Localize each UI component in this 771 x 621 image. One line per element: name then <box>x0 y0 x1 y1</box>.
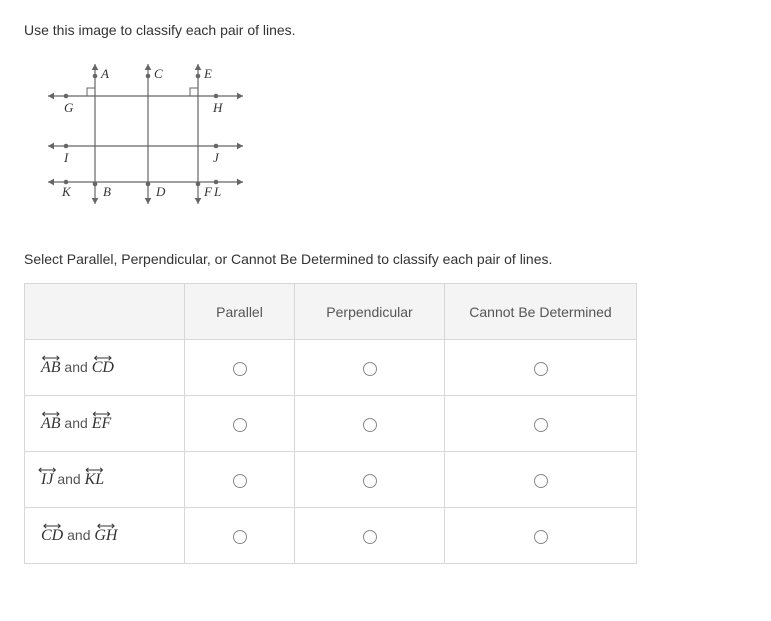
separator: and <box>53 471 84 487</box>
header-empty <box>25 284 185 340</box>
line-ij: IJ <box>41 471 53 489</box>
svg-text:B: B <box>103 184 111 199</box>
row-label-ij-kl: IJ and KL <box>25 452 185 508</box>
radio-r2-parallel[interactable] <box>233 418 247 432</box>
radio-r1-cannot[interactable] <box>534 362 548 376</box>
svg-text:K: K <box>61 184 72 199</box>
svg-text:G: G <box>64 100 74 115</box>
table-header-row: Parallel Perpendicular Cannot Be Determi… <box>25 284 637 340</box>
geometry-diagram: A C E G H I J K B D FL <box>38 56 747 219</box>
radio-r1-perpendicular[interactable] <box>363 362 377 376</box>
radio-r3-cannot[interactable] <box>534 474 548 488</box>
header-parallel: Parallel <box>185 284 295 340</box>
line-cd: CD <box>92 359 114 377</box>
instruction-text: Use this image to classify each pair of … <box>24 22 747 38</box>
radio-r2-perpendicular[interactable] <box>363 418 377 432</box>
radio-r4-perpendicular[interactable] <box>363 530 377 544</box>
radio-r4-cannot[interactable] <box>534 530 548 544</box>
row-label-cd-gh: CD and GH <box>25 508 185 564</box>
table-row: AB and CD <box>25 340 637 396</box>
separator: and <box>61 415 92 431</box>
header-cannot: Cannot Be Determined <box>445 284 637 340</box>
svg-text:H: H <box>212 100 223 115</box>
radio-r1-parallel[interactable] <box>233 362 247 376</box>
line-gh: GH <box>94 527 117 545</box>
separator: and <box>63 527 94 543</box>
table-row: IJ and KL <box>25 452 637 508</box>
radio-r4-parallel[interactable] <box>233 530 247 544</box>
instruction2-text: Select Parallel, Perpendicular, or Canno… <box>24 251 747 267</box>
radio-r2-cannot[interactable] <box>534 418 548 432</box>
svg-text:J: J <box>213 150 220 165</box>
line-ab: AB <box>41 415 61 433</box>
svg-text:C: C <box>154 66 163 81</box>
svg-text:F: F <box>203 184 213 199</box>
svg-text:D: D <box>155 184 166 199</box>
table-row: CD and GH <box>25 508 637 564</box>
header-perpendicular: Perpendicular <box>295 284 445 340</box>
line-ef: EF <box>92 415 112 433</box>
classification-table: Parallel Perpendicular Cannot Be Determi… <box>24 283 637 564</box>
svg-text:A: A <box>100 66 109 81</box>
line-ab: AB <box>41 359 61 377</box>
separator: and <box>61 359 92 375</box>
row-label-ab-ef: AB and EF <box>25 396 185 452</box>
radio-r3-perpendicular[interactable] <box>363 474 377 488</box>
svg-text:E: E <box>203 66 212 81</box>
line-cd: CD <box>41 527 63 545</box>
svg-text:L: L <box>213 184 221 199</box>
row-label-ab-cd: AB and CD <box>25 340 185 396</box>
line-kl: KL <box>85 471 105 489</box>
radio-r3-parallel[interactable] <box>233 474 247 488</box>
table-row: AB and EF <box>25 396 637 452</box>
svg-text:I: I <box>63 150 69 165</box>
